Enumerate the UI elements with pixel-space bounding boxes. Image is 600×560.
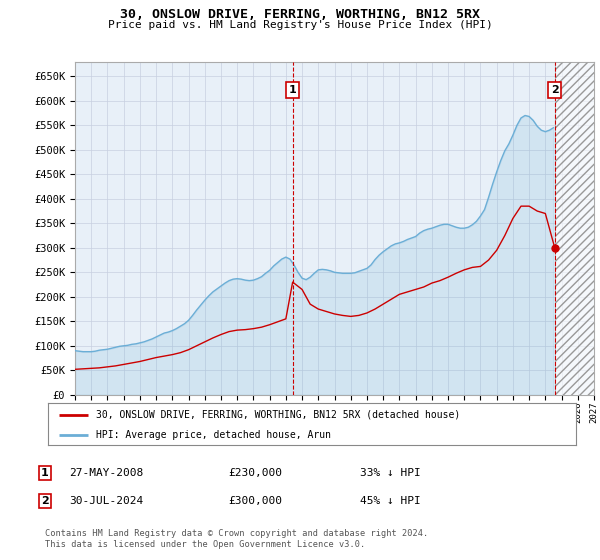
- Text: 1: 1: [289, 85, 296, 95]
- Text: 33% ↓ HPI: 33% ↓ HPI: [360, 468, 421, 478]
- Text: Contains HM Land Registry data © Crown copyright and database right 2024.
This d: Contains HM Land Registry data © Crown c…: [45, 529, 428, 549]
- Text: 2: 2: [551, 85, 559, 95]
- Text: 30, ONSLOW DRIVE, FERRING, WORTHING, BN12 5RX (detached house): 30, ONSLOW DRIVE, FERRING, WORTHING, BN1…: [95, 410, 460, 420]
- Text: 45% ↓ HPI: 45% ↓ HPI: [360, 496, 421, 506]
- Text: 1: 1: [41, 468, 49, 478]
- Text: £300,000: £300,000: [228, 496, 282, 506]
- Text: Price paid vs. HM Land Registry's House Price Index (HPI): Price paid vs. HM Land Registry's House …: [107, 20, 493, 30]
- Text: 2: 2: [41, 496, 49, 506]
- Text: 30, ONSLOW DRIVE, FERRING, WORTHING, BN12 5RX: 30, ONSLOW DRIVE, FERRING, WORTHING, BN1…: [120, 8, 480, 21]
- Text: £230,000: £230,000: [228, 468, 282, 478]
- Text: HPI: Average price, detached house, Arun: HPI: Average price, detached house, Arun: [95, 430, 331, 440]
- Text: 27-MAY-2008: 27-MAY-2008: [69, 468, 143, 478]
- Text: 30-JUL-2024: 30-JUL-2024: [69, 496, 143, 506]
